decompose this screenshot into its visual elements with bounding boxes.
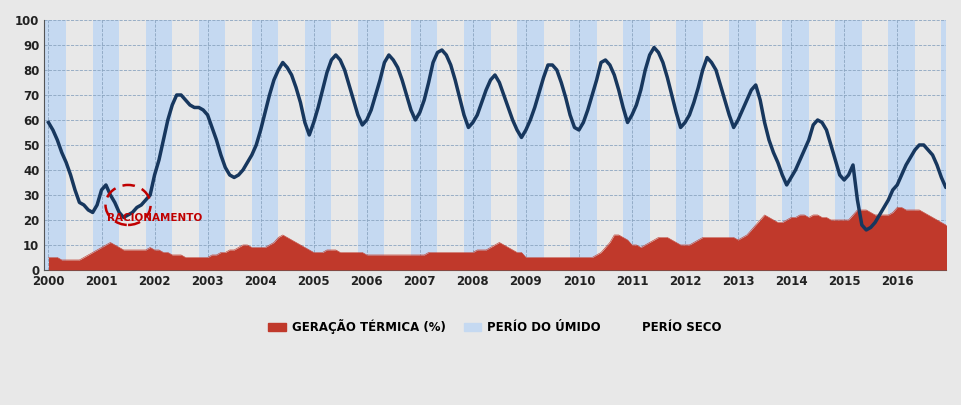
Bar	[92, 20, 119, 270]
Bar	[305, 20, 332, 270]
Bar	[942, 20, 961, 270]
Bar	[570, 20, 597, 270]
Bar	[677, 20, 702, 270]
Bar	[146, 20, 172, 270]
Bar	[835, 20, 862, 270]
Bar	[199, 20, 225, 270]
Bar	[411, 20, 437, 270]
Legend: GERAÇÃO TÉRMICA (%), PERÍO DO ÚMIDO, PERÍO SECO: GERAÇÃO TÉRMICA (%), PERÍO DO ÚMIDO, PER…	[263, 315, 727, 339]
Bar	[39, 20, 66, 270]
Text: RACIONAMENTO: RACIONAMENTO	[107, 213, 202, 223]
Bar	[517, 20, 544, 270]
Bar	[464, 20, 490, 270]
Bar	[729, 20, 755, 270]
Bar	[782, 20, 809, 270]
Bar	[888, 20, 915, 270]
Bar	[357, 20, 384, 270]
Bar	[252, 20, 279, 270]
Bar	[623, 20, 650, 270]
